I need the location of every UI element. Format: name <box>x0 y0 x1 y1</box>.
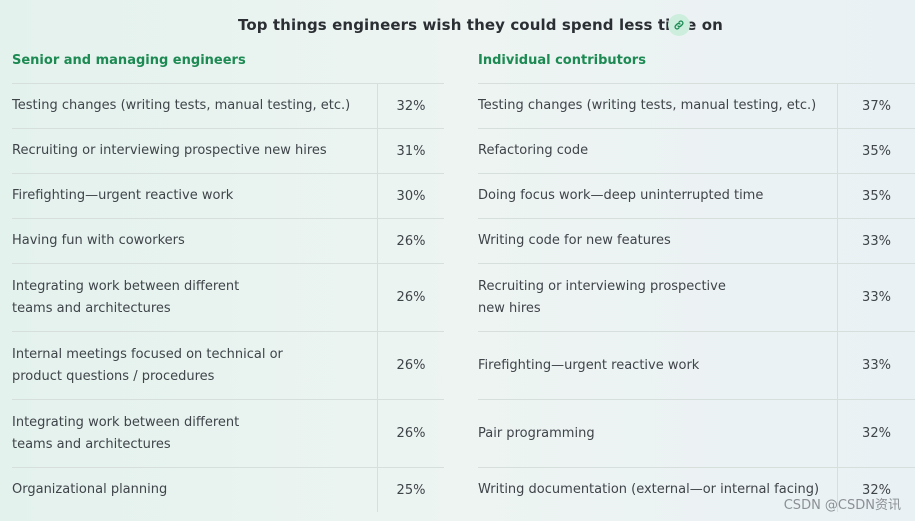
row-percent: 35% <box>862 188 891 204</box>
table-row: Testing changes (writing tests, manual t… <box>12 84 444 129</box>
link-icon <box>674 20 684 30</box>
row-percent: 26% <box>396 290 426 305</box>
row-label: Organizational planning <box>12 482 168 497</box>
row-percent: 33% <box>862 358 891 373</box>
row-label: Doing focus work—deep uninterrupted time <box>478 188 764 203</box>
table-row: Refactoring code 35% <box>478 129 915 174</box>
row-label: Testing changes (writing tests, manual t… <box>478 98 817 113</box>
row-label: Internal meetings focused on technical o… <box>12 346 283 384</box>
row-label: Refactoring code <box>478 143 589 158</box>
row-label: Having fun with coworkers <box>12 233 185 248</box>
table-row: Organizational planning 25% <box>12 468 444 512</box>
row-label: Integrating work between different teams… <box>12 414 240 452</box>
table-row: Integrating work between different teams… <box>12 264 444 332</box>
individual-contributors-table: Individual contributors Testing changes … <box>478 50 915 512</box>
row-percent: 31% <box>396 143 426 159</box>
table-row: Writing documentation (external—or inter… <box>478 468 915 512</box>
row-percent: 25% <box>396 482 426 498</box>
row-label: Firefighting—urgent reactive work <box>12 188 234 203</box>
row-percent: 26% <box>396 426 426 441</box>
row-label: Writing code for new features <box>478 233 671 248</box>
row-label: Testing changes (writing tests, manual t… <box>12 98 351 113</box>
row-percent: 33% <box>862 233 891 249</box>
row-label: Writing documentation (external—or inter… <box>478 482 820 497</box>
row-label: Recruiting or interviewing prospective n… <box>12 143 327 158</box>
page-title: Top things engineers wish they could spe… <box>238 16 723 34</box>
copy-link-button[interactable] <box>668 14 690 36</box>
row-percent: 26% <box>396 233 426 249</box>
table-row: Testing changes (writing tests, manual t… <box>478 84 915 129</box>
row-percent: 32% <box>862 426 891 441</box>
title-row: Top things engineers wish they could spe… <box>0 14 915 40</box>
row-label: Pair programming <box>478 425 595 441</box>
row-percent: 37% <box>862 98 891 114</box>
individual-contributors-heading: Individual contributors <box>478 50 915 84</box>
table-row: Firefighting—urgent reactive work 33% <box>478 332 915 400</box>
table-row: Recruiting or interviewing prospective n… <box>478 264 915 332</box>
row-label: Firefighting—urgent reactive work <box>478 357 700 373</box>
senior-engineers-table: Senior and managing engineers Testing ch… <box>12 50 444 512</box>
row-percent: 30% <box>396 188 426 204</box>
table-row: Pair programming 32% <box>478 400 915 468</box>
senior-engineers-heading: Senior and managing engineers <box>12 50 444 84</box>
row-percent: 33% <box>862 290 891 305</box>
watermark: CSDN @CSDN资讯 <box>783 498 901 513</box>
row-percent: 26% <box>396 358 426 373</box>
table-row: Internal meetings focused on technical o… <box>12 332 444 400</box>
table-row: Having fun with coworkers 26% <box>12 219 444 264</box>
table-row: Writing code for new features 33% <box>478 219 915 264</box>
row-percent: 32% <box>862 482 891 498</box>
table-row: Recruiting or interviewing prospective n… <box>12 129 444 174</box>
table-row: Integrating work between different teams… <box>12 400 444 468</box>
row-label: Recruiting or interviewing prospective n… <box>478 278 726 316</box>
table-row: Doing focus work—deep uninterrupted time… <box>478 174 915 219</box>
row-label: Integrating work between different teams… <box>12 278 240 316</box>
table-row: Firefighting—urgent reactive work 30% <box>12 174 444 219</box>
row-percent: 35% <box>862 143 891 159</box>
row-percent: 32% <box>396 98 426 114</box>
